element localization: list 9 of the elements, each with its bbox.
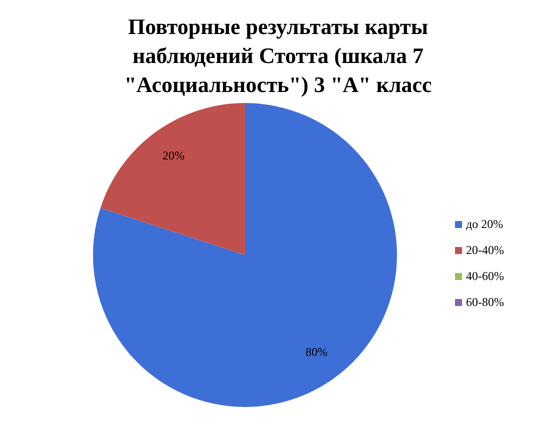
data-label: 20% [162,148,185,162]
legend-label: 40-60% [466,268,504,283]
pie-slice [100,103,245,255]
pie-slice [93,103,397,407]
legend-label: до 20% [466,216,504,231]
legend-label: 20-40% [466,242,504,257]
data-label: 80% [305,345,328,360]
legend-label: 60-80% [466,294,504,309]
chart-title: Повторные результаты карты наблюдений Стотта (шкала 7 "Асоциальность") 3 "А" класс [124,14,432,97]
